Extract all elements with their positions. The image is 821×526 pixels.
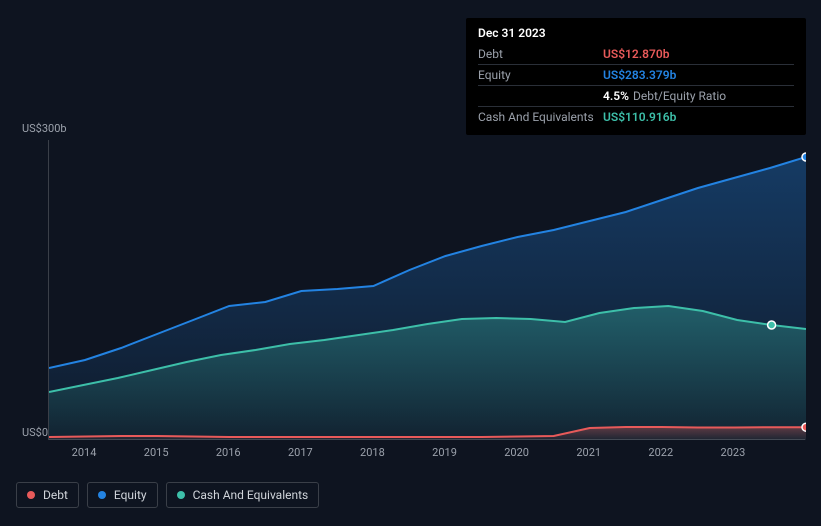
tooltip-value: US$12.870b xyxy=(603,47,670,61)
tooltip-label: Equity xyxy=(478,68,603,82)
tooltip-value: US$283.379b xyxy=(603,68,676,82)
x-axis-tick: 2015 xyxy=(144,446,169,459)
x-axis-tick: 2017 xyxy=(288,446,313,459)
y-axis-bottom-label: US$0 xyxy=(22,426,48,439)
legend-label: Debt xyxy=(43,488,68,502)
chart-svg xyxy=(49,140,806,440)
x-axis-tick: 2018 xyxy=(360,446,385,459)
x-axis-tick: 2014 xyxy=(72,446,97,459)
legend-label: Equity xyxy=(114,488,147,502)
chart-container: US$300b US$0 2014 2015 2016 2017 2018 2019 202… xyxy=(16,120,805,470)
x-axis-tick: 2023 xyxy=(721,446,746,459)
tooltip-date: Dec 31 2023 xyxy=(478,26,794,44)
tooltip-ratio: 4.5%Debt/Equity Ratio xyxy=(603,89,726,103)
legend-label: Cash And Equivalents xyxy=(193,488,309,502)
chart-plot-area[interactable] xyxy=(48,140,805,440)
x-axis-tick: 2019 xyxy=(432,446,457,459)
legend-item-equity[interactable]: Equity xyxy=(87,482,158,508)
x-axis-labels: 2014 2015 2016 2017 2018 2019 2020 2021 2022 2023 xyxy=(48,446,805,466)
tooltip-row: 4.5%Debt/Equity Ratio xyxy=(478,85,794,106)
x-axis-tick: 2020 xyxy=(504,446,529,459)
tooltip-panel: Dec 31 2023 DebtUS$12.870bEquityUS$283.3… xyxy=(466,18,806,135)
tooltip-label: Debt xyxy=(478,47,603,61)
x-axis-tick: 2016 xyxy=(216,446,241,459)
y-axis-top-label: US$300b xyxy=(22,122,67,135)
tooltip-row: DebtUS$12.870b xyxy=(478,44,794,64)
legend-item-debt[interactable]: Debt xyxy=(16,482,79,508)
x-axis-tick: 2022 xyxy=(648,446,673,459)
legend-dot-icon xyxy=(98,491,106,499)
legend-dot-icon xyxy=(177,491,185,499)
legend-item-cash-and-equivalents[interactable]: Cash And Equivalents xyxy=(166,482,320,508)
legend-dot-icon xyxy=(27,491,35,499)
tooltip-label xyxy=(478,89,603,103)
x-axis-tick: 2021 xyxy=(576,446,601,459)
tooltip-row: EquityUS$283.379b xyxy=(478,64,794,85)
legend: Debt Equity Cash And Equivalents xyxy=(16,482,319,508)
